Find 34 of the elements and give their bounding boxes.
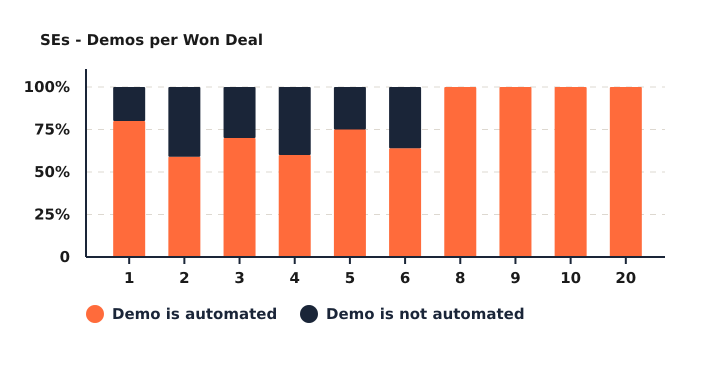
bar [278, 87, 311, 155]
legend-label: Demo is not automated [326, 305, 525, 323]
x-tick-label: 1 [124, 269, 134, 287]
bar [168, 87, 200, 157]
chart-title: SEs - Demos per Won Deal [40, 31, 263, 49]
x-tick-label: 3 [234, 269, 245, 287]
x-tick-label: 4 [290, 269, 300, 287]
bar [389, 87, 422, 148]
bar [334, 130, 366, 257]
bar [224, 87, 256, 138]
bar [113, 121, 146, 257]
y-tick-label: 50% [34, 163, 70, 181]
legend-label: Demo is automated [112, 305, 278, 323]
bar [168, 156, 200, 257]
bar [334, 87, 366, 130]
bar [389, 148, 422, 257]
x-tick-label: 2 [179, 269, 190, 287]
bar [278, 155, 311, 257]
x-tick-label: 5 [344, 269, 356, 287]
bar [499, 87, 532, 257]
y-tick-label: 25% [34, 206, 70, 224]
bar [113, 87, 146, 121]
x-tick-label: 8 [455, 269, 466, 287]
x-tick-label: 20 [615, 269, 636, 287]
x-tick-label: 10 [560, 269, 582, 287]
y-tick-label: 100% [24, 78, 70, 96]
bar [224, 138, 256, 257]
y-tick-label: 0 [60, 248, 70, 266]
bar [444, 87, 476, 257]
x-tick-label: 9 [510, 269, 521, 287]
bar [610, 87, 642, 257]
bar [554, 87, 587, 257]
x-tick-label: 6 [400, 269, 410, 287]
y-tick-label: 75% [34, 120, 70, 138]
